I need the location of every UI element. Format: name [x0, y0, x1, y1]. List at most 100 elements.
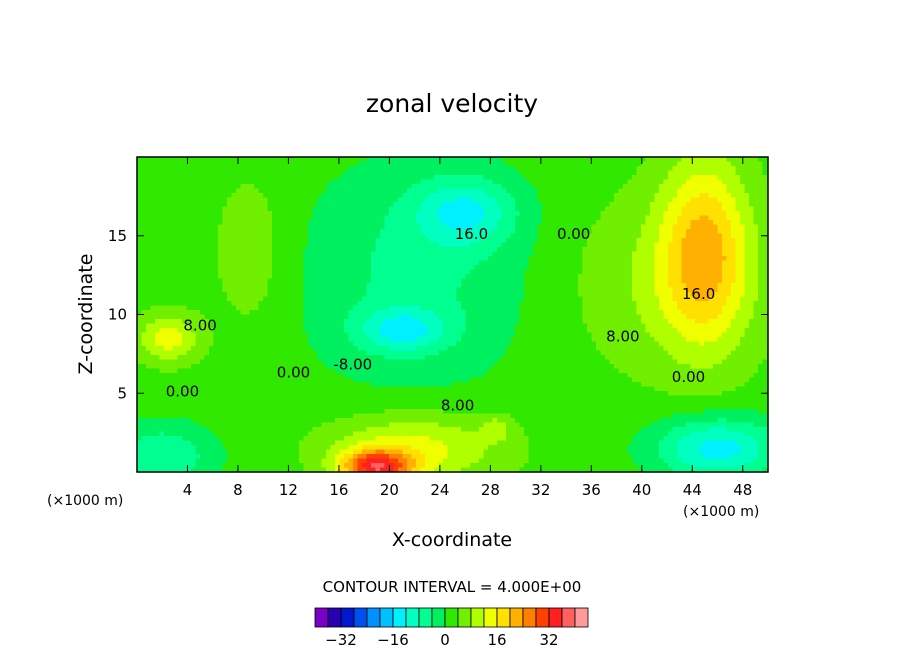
field-cell: [375, 301, 381, 307]
field-cell: [425, 301, 431, 307]
field-cell: [173, 445, 179, 451]
field-cell: [195, 382, 201, 388]
field-cell: [398, 260, 404, 266]
field-cell: [308, 454, 314, 460]
field-cell: [276, 220, 282, 226]
field-cell: [312, 292, 318, 298]
field-cell: [366, 341, 372, 347]
field-cell: [312, 314, 318, 320]
field-cell: [344, 346, 350, 352]
field-cell: [294, 193, 300, 199]
field-cell: [416, 247, 422, 253]
field-cell: [281, 323, 287, 329]
field-cell: [218, 260, 224, 266]
field-cell: [146, 206, 152, 212]
field-cell: [330, 292, 336, 298]
field-cell: [231, 440, 237, 446]
field-cell: [290, 355, 296, 361]
field-cell: [218, 193, 224, 199]
field-cell: [308, 296, 314, 302]
field-cell: [267, 184, 273, 190]
field-cell: [443, 377, 449, 383]
field-cell: [344, 332, 350, 338]
field-cell: [263, 431, 269, 437]
field-cell: [150, 215, 156, 221]
field-cell: [195, 422, 201, 428]
field-cell: [380, 350, 386, 356]
field-cell: [371, 215, 377, 221]
field-cell: [326, 418, 332, 424]
field-cell: [362, 319, 368, 325]
field-cell: [393, 319, 399, 325]
field-cell: [146, 310, 152, 316]
field-cell: [402, 184, 408, 190]
field-cell: [150, 233, 156, 239]
field-cell: [384, 427, 390, 433]
field-cell: [245, 301, 251, 307]
field-cell: [425, 314, 431, 320]
field-cell: [209, 170, 215, 176]
field-cell: [155, 355, 161, 361]
field-cell: [375, 220, 381, 226]
field-cell: [308, 179, 314, 185]
field-cell: [159, 233, 165, 239]
field-cell: [227, 319, 233, 325]
field-cell: [375, 166, 381, 172]
field-cell: [186, 229, 192, 235]
field-cell: [177, 391, 183, 397]
field-cell: [159, 283, 165, 289]
field-cell: [402, 368, 408, 374]
field-cell: [389, 233, 395, 239]
field-cell: [362, 301, 368, 307]
field-cell: [380, 395, 386, 401]
field-cell: [294, 418, 300, 424]
field-cell: [236, 247, 242, 253]
field-cell: [429, 458, 435, 464]
field-cell: [362, 328, 368, 334]
field-cell: [285, 287, 291, 293]
field-cell: [177, 193, 183, 199]
field-cell: [285, 454, 291, 460]
field-cell: [258, 458, 264, 464]
field-cell: [150, 242, 156, 248]
field-cell: [357, 287, 363, 293]
field-cell: [443, 337, 449, 343]
field-cell: [240, 193, 246, 199]
field-cell: [182, 319, 188, 325]
field-cell: [137, 422, 143, 428]
field-cell: [429, 269, 435, 275]
field-cell: [438, 359, 444, 365]
field-cell: [420, 314, 426, 320]
field-cell: [213, 323, 219, 329]
field-cell: [321, 323, 327, 329]
field-cell: [425, 211, 431, 217]
field-cell: [164, 373, 170, 379]
field-cell: [344, 251, 350, 257]
field-cell: [195, 445, 201, 451]
field-cell: [434, 197, 440, 203]
field-cell: [303, 391, 309, 397]
field-cell: [312, 269, 318, 275]
field-cell: [398, 242, 404, 248]
field-cell: [200, 310, 206, 316]
field-cell: [276, 373, 282, 379]
field-cell: [402, 458, 408, 464]
field-cell: [227, 467, 233, 472]
field-cell: [380, 184, 386, 190]
field-cell: [389, 458, 395, 464]
field-cell: [353, 368, 359, 374]
field-cell: [438, 386, 444, 392]
field-cell: [303, 418, 309, 424]
field-cell: [254, 269, 260, 275]
field-cell: [411, 440, 417, 446]
field-cell: [155, 283, 161, 289]
field-cell: [182, 301, 188, 307]
field-cell: [425, 197, 431, 203]
field-cell: [182, 364, 188, 370]
field-cell: [213, 233, 219, 239]
field-cell: [240, 184, 246, 190]
field-cell: [344, 436, 350, 442]
field-cell: [249, 251, 255, 257]
field-cell: [137, 184, 143, 190]
field-cell: [285, 184, 291, 190]
